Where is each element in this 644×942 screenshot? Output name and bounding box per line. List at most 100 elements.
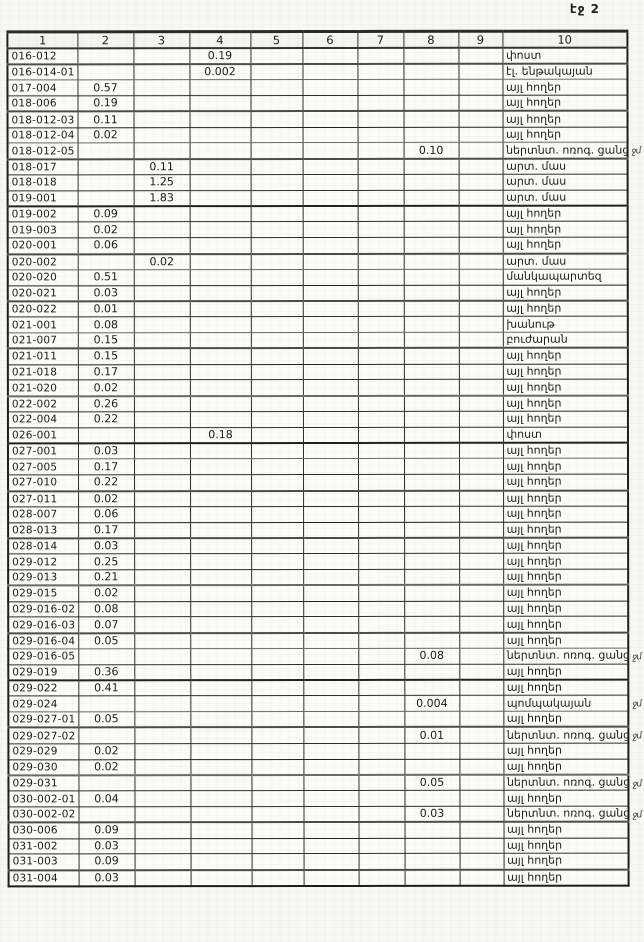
- value-cell-col3: [134, 632, 191, 649]
- value-cell-col2: 0.19: [77, 95, 134, 112]
- value-cell-col5: [251, 553, 304, 570]
- value-cell-col3: [133, 79, 190, 96]
- parcel-code: 020-020: [7, 269, 78, 286]
- value-cell-col3: [134, 869, 191, 886]
- value-cell-col9: [458, 79, 503, 96]
- value-cell-col8: [403, 253, 459, 270]
- value-cell-col3: [133, 143, 190, 160]
- parcel-code: 018-006: [7, 95, 78, 112]
- value-cell-col5: [250, 379, 303, 396]
- value-cell-col8: [404, 490, 460, 507]
- margin-annotation: ջմ: [631, 146, 641, 158]
- value-cell-col8: [403, 190, 459, 207]
- value-cell-col2: [77, 48, 134, 65]
- value-cell-col2: 0.36: [78, 664, 135, 681]
- value-cell-col8: [404, 585, 460, 601]
- land-use-label: այլ հողեր: [503, 869, 629, 886]
- value-cell-col4: [190, 695, 252, 712]
- value-cell-col3: [133, 237, 190, 254]
- value-cell-col3: [134, 522, 191, 539]
- value-cell-col3: [134, 727, 191, 744]
- value-cell-col9: [458, 379, 503, 396]
- value-cell-col4: [189, 222, 251, 238]
- table-row: 027-010 0.22 այլ հողեր: [8, 474, 629, 491]
- value-cell-col9: [458, 221, 503, 238]
- value-cell-col4: [190, 616, 252, 633]
- value-cell-col9: [458, 363, 503, 380]
- land-use-label: այլ հողեր: [503, 458, 629, 475]
- value-cell-col9: [458, 300, 503, 317]
- value-cell-col5: [250, 411, 303, 428]
- parcel-code: 018-012-04: [7, 127, 78, 144]
- value-cell-col3: [133, 348, 190, 365]
- land-use-label: այլ հողեր: [502, 363, 628, 380]
- value-cell-col6: [302, 253, 358, 270]
- value-cell-col8: [404, 537, 460, 554]
- value-cell-col6: [303, 822, 359, 839]
- value-cell-col8: [404, 869, 460, 886]
- value-cell-col4: [189, 158, 251, 175]
- value-cell-col4: [190, 506, 252, 523]
- value-cell-col2: 0.17: [78, 459, 135, 476]
- value-cell-col7: [358, 490, 405, 507]
- value-cell-col9: [458, 269, 503, 285]
- value-cell-col7: [358, 506, 405, 523]
- value-cell-col2: [77, 64, 134, 81]
- value-cell-col4: [190, 553, 252, 570]
- value-cell-col2: 0.06: [77, 238, 134, 254]
- table-row: 020-021 0.03 այլ հողեր: [7, 284, 628, 302]
- table-row: 020-022 0.01 այլ հողեր: [7, 300, 628, 318]
- value-cell-col9: [458, 63, 503, 80]
- value-cell-col6: [302, 427, 358, 444]
- value-cell-col5: [251, 853, 304, 870]
- value-cell-col6: [303, 569, 359, 586]
- parcel-code: 021-011: [7, 348, 78, 365]
- value-cell-col9: [458, 316, 503, 333]
- value-cell-col7: [357, 47, 404, 64]
- value-cell-col6: [302, 142, 358, 159]
- value-cell-col5: [251, 822, 304, 839]
- value-cell-col2: 0.21: [78, 569, 135, 586]
- value-cell-col2: [78, 806, 135, 823]
- value-cell-col7: [357, 269, 404, 286]
- value-cell-col4: [189, 411, 251, 428]
- land-use-label: այլ հողեր: [503, 663, 629, 680]
- value-cell-col3: 1.83: [133, 190, 190, 207]
- parcel-code: 029-019: [8, 664, 79, 681]
- value-cell-col3: [133, 395, 190, 412]
- table-row: 020-020 0.51 մանկապարտեզ: [7, 268, 628, 286]
- value-cell-col3: [134, 775, 191, 791]
- value-cell-col6: [303, 537, 359, 554]
- column-header-9: 9: [458, 31, 503, 48]
- value-cell-col2: 0.06: [78, 506, 135, 523]
- table-row: 029-013 0.21 այլ հողեր: [8, 569, 629, 586]
- value-cell-col6: [302, 285, 358, 301]
- value-cell-col5: [251, 806, 304, 823]
- parcel-code: 029-016-03: [8, 617, 79, 634]
- value-cell-col4: [190, 459, 252, 475]
- value-cell-col5: [250, 427, 303, 444]
- land-use-label: այլ հողեր: [502, 110, 628, 127]
- table-row: 029-030 0.02 այլ հողեր: [8, 758, 629, 776]
- land-use-label: բուժարան: [502, 332, 628, 349]
- value-cell-col9: [459, 806, 504, 823]
- value-cell-col3: [133, 380, 190, 396]
- value-cell-col7: [358, 711, 405, 728]
- land-use-label: այլ հողեր: [503, 553, 629, 570]
- value-cell-col2: 0.03: [78, 538, 135, 555]
- value-cell-col7: [357, 443, 405, 459]
- value-cell-col9: [459, 600, 504, 617]
- value-cell-col9: [458, 411, 503, 428]
- table-row: 029-022 0.41 այլ հողեր: [8, 679, 629, 697]
- value-cell-col5: [251, 632, 304, 649]
- land-use-label: փոստ: [502, 47, 628, 64]
- value-cell-col8: [404, 837, 460, 854]
- value-cell-col9: [458, 395, 503, 412]
- land-use-label: այլ հողեր: [503, 821, 629, 838]
- value-cell-col2: 0.03: [78, 869, 135, 886]
- value-cell-col4: [189, 127, 251, 144]
- value-cell-col4: [189, 253, 251, 270]
- table-row: 021-011 0.15 այլ հողեր: [7, 347, 628, 365]
- land-use-label: այլ հողեր: [502, 205, 628, 222]
- value-cell-col5: [251, 711, 304, 728]
